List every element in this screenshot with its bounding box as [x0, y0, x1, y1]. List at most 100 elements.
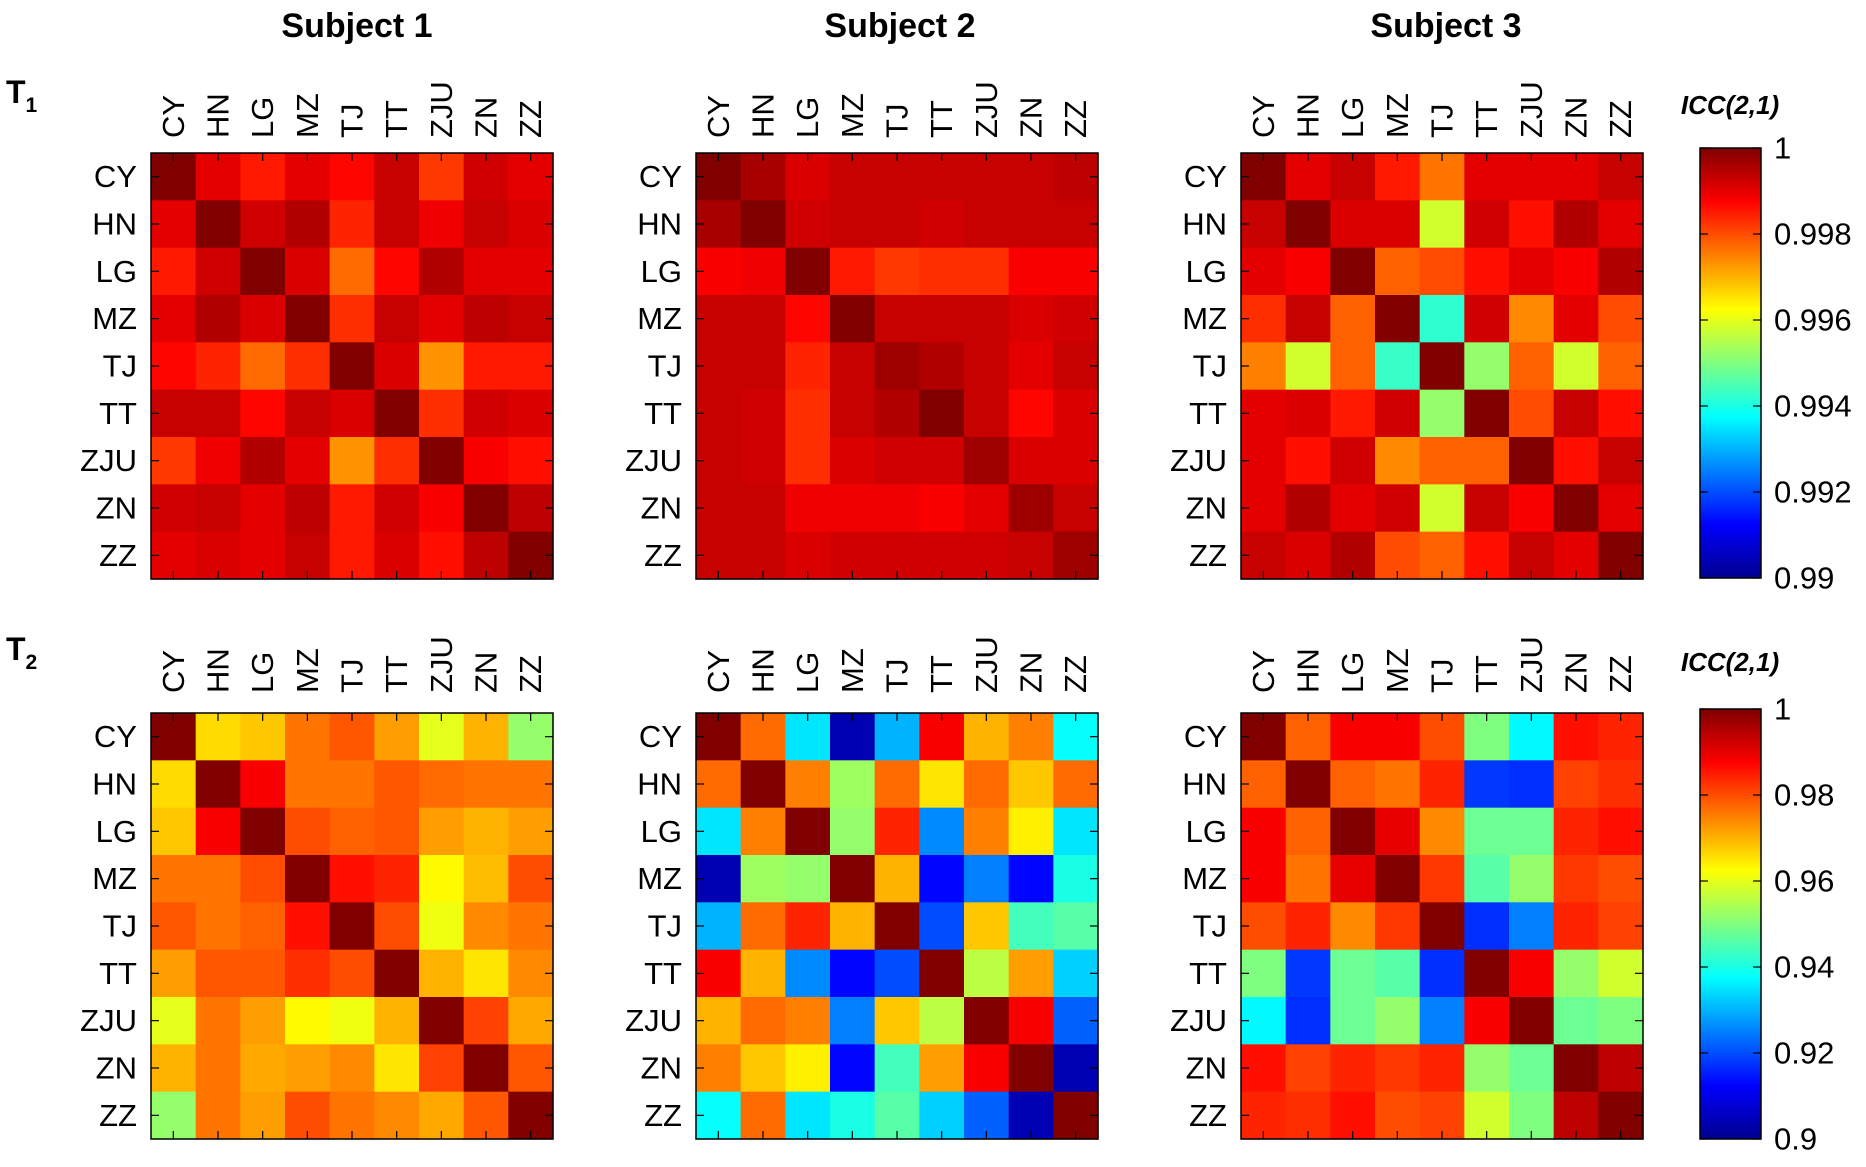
x-tick-label-zz: ZZ [1058, 655, 1093, 693]
heatmap-cell-mz-mz [830, 855, 876, 903]
y-tick-label-tj: TJ [648, 349, 682, 384]
heatmap-cell-zn-tt [919, 1044, 965, 1093]
heatmap-cell-zn-tj [329, 484, 375, 533]
heatmap-cell-tt-mz [830, 949, 876, 998]
heatmap-cell-mz-zju [964, 855, 1010, 903]
heatmap-cell-tt-mz [830, 389, 876, 438]
heatmap-cell-lg-tt [374, 247, 420, 296]
heatmap-cell-lg-tj [1419, 247, 1465, 296]
heatmap-cell-tt-tj [874, 389, 920, 438]
heatmap-cell-zju-zn [463, 437, 509, 485]
heatmap-cell-mz-zn [1553, 855, 1599, 903]
heatmap-cell-mz-lg [1330, 855, 1376, 903]
heatmap-cell-zn-zju [1509, 1044, 1555, 1093]
heatmap-cell-zn-lg [240, 1044, 286, 1093]
heatmap-cell-hn-mz [285, 200, 331, 249]
heatmap-cell-hn-zn [1553, 760, 1599, 809]
heatmap-cell-mz-zn [463, 295, 509, 343]
heatmap-cell-hn-tj [874, 200, 920, 249]
heatmap-cell-hn-lg [785, 200, 831, 249]
heatmap-cell-zju-hn [1285, 997, 1331, 1045]
heatmap-cell-zju-hn [1285, 437, 1331, 485]
y-tick-label-cy: CY [1184, 159, 1227, 194]
heatmap-cell-tj-hn [1285, 342, 1331, 391]
heatmap-cell-tj-zn [1553, 902, 1599, 951]
heatmap-cell-mz-mz [285, 295, 331, 343]
y-tick-label-mz: MZ [92, 861, 137, 896]
y-tick-label-zn: ZN [96, 491, 137, 526]
heatmap-cell-zju-mz [1375, 997, 1421, 1045]
heatmap-cell-tj-zn [463, 902, 509, 951]
heatmap-cell-zju-zn [1008, 437, 1054, 485]
heatmap-cell-tj-tt [374, 902, 420, 951]
heatmap-cell-tj-mz [1375, 342, 1421, 391]
heatmap-cell-hn-zn [1008, 760, 1054, 809]
heatmap-cell-mz-hn [1285, 855, 1331, 903]
heatmap-cell-zn-zju [419, 1044, 465, 1093]
heatmap-cell-hn-tt [374, 760, 420, 809]
heatmap-cell-tj-lg [240, 342, 286, 391]
x-tick-label-cy: CY [701, 95, 736, 138]
x-tick-label-zn: ZN [1559, 97, 1594, 138]
heatmap-cell-mz-lg [785, 295, 831, 343]
column-title-subject-2: Subject 2 [824, 7, 975, 45]
heatmap-cell-zju-hn [195, 437, 241, 485]
y-tick-label-tt: TT [1189, 396, 1227, 431]
heatmap-cell-zn-mz [285, 1044, 331, 1093]
x-tick-label-mz: MZ [1380, 93, 1415, 138]
heatmap-cell-zju-zju [419, 997, 465, 1045]
y-tick-label-mz: MZ [637, 301, 682, 336]
y-tick-label-tj: TJ [1193, 349, 1227, 384]
x-tick-label-cy: CY [1246, 650, 1281, 693]
colorbar-tick-label: 0.99 [1774, 561, 1834, 596]
y-tick-label-tt: TT [99, 396, 137, 431]
x-tick-label-zz: ZZ [1603, 655, 1638, 693]
x-tick-label-cy: CY [156, 650, 191, 693]
heatmap-cell-mz-tj [329, 295, 375, 343]
heatmap-cell-zn-hn [740, 1044, 786, 1093]
x-tick-label-mz: MZ [290, 648, 325, 693]
heatmap-cell-tt-hn [1285, 389, 1331, 438]
heatmap-cell-hn-tt [1464, 200, 1510, 249]
heatmap-cell-tt-zn [463, 949, 509, 998]
heatmap-cell-tt-tj [874, 949, 920, 998]
heatmap-cell-mz-zn [1008, 295, 1054, 343]
colorbar-tick-label: 0.992 [1774, 475, 1852, 510]
heatmap-cell-tj-zn [1008, 902, 1054, 951]
heatmap-cell-zn-lg [785, 1044, 831, 1093]
heatmap-cell-zn-tt [1464, 484, 1510, 533]
heatmap-cell-tj-tj [874, 342, 920, 391]
heatmap-cell-tj-tt [919, 342, 965, 391]
x-tick-label-hn: HN [1291, 648, 1326, 693]
heatmap-cell-zju-zn [1553, 437, 1599, 485]
heatmap-cell-zn-mz [1375, 484, 1421, 533]
x-tick-label-zn: ZN [1559, 652, 1594, 693]
heatmap-cell-hn-lg [1330, 760, 1376, 809]
colorbar-tick-label: 0.996 [1774, 303, 1852, 338]
heatmap-cell-hn-hn [740, 760, 786, 809]
y-tick-label-mz: MZ [1182, 301, 1227, 336]
heatmap-cell-tt-zn [1008, 389, 1054, 438]
heatmap-cell-mz-tt [374, 295, 420, 343]
heatmap-cell-zju-tt [919, 437, 965, 485]
heatmap-cell-lg-mz [830, 247, 876, 296]
heatmap-cell-tj-tt [1464, 902, 1510, 951]
y-tick-label-tt: TT [644, 396, 682, 431]
y-tick-label-mz: MZ [1182, 861, 1227, 896]
heatmap-cell-lg-tj [874, 247, 920, 296]
y-tick-label-zju: ZJU [1170, 443, 1227, 478]
heatmap-cell-tj-tj [329, 342, 375, 391]
heatmap-cell-lg-mz [1375, 247, 1421, 296]
heatmap-cell-tt-lg [1330, 949, 1376, 998]
x-tick-label-tt: TT [379, 655, 414, 693]
heatmap-cell-hn-mz [830, 200, 876, 249]
colorbar-t1-title: ICC(2,1) [1681, 90, 1779, 120]
heatmap-cell-lg-lg [240, 247, 286, 296]
heatmap-cell-tt-lg [785, 949, 831, 998]
heatmap-cell-zju-hn [740, 997, 786, 1045]
heatmap-cell-tj-zn [1008, 342, 1054, 391]
x-tick-label-lg: LG [790, 652, 825, 693]
colorbar-t1: ICC(2,1) 1 0.998 0.996 0.994 0.992 0.99 [1681, 90, 1852, 596]
x-tick-label-zz: ZZ [513, 100, 548, 138]
